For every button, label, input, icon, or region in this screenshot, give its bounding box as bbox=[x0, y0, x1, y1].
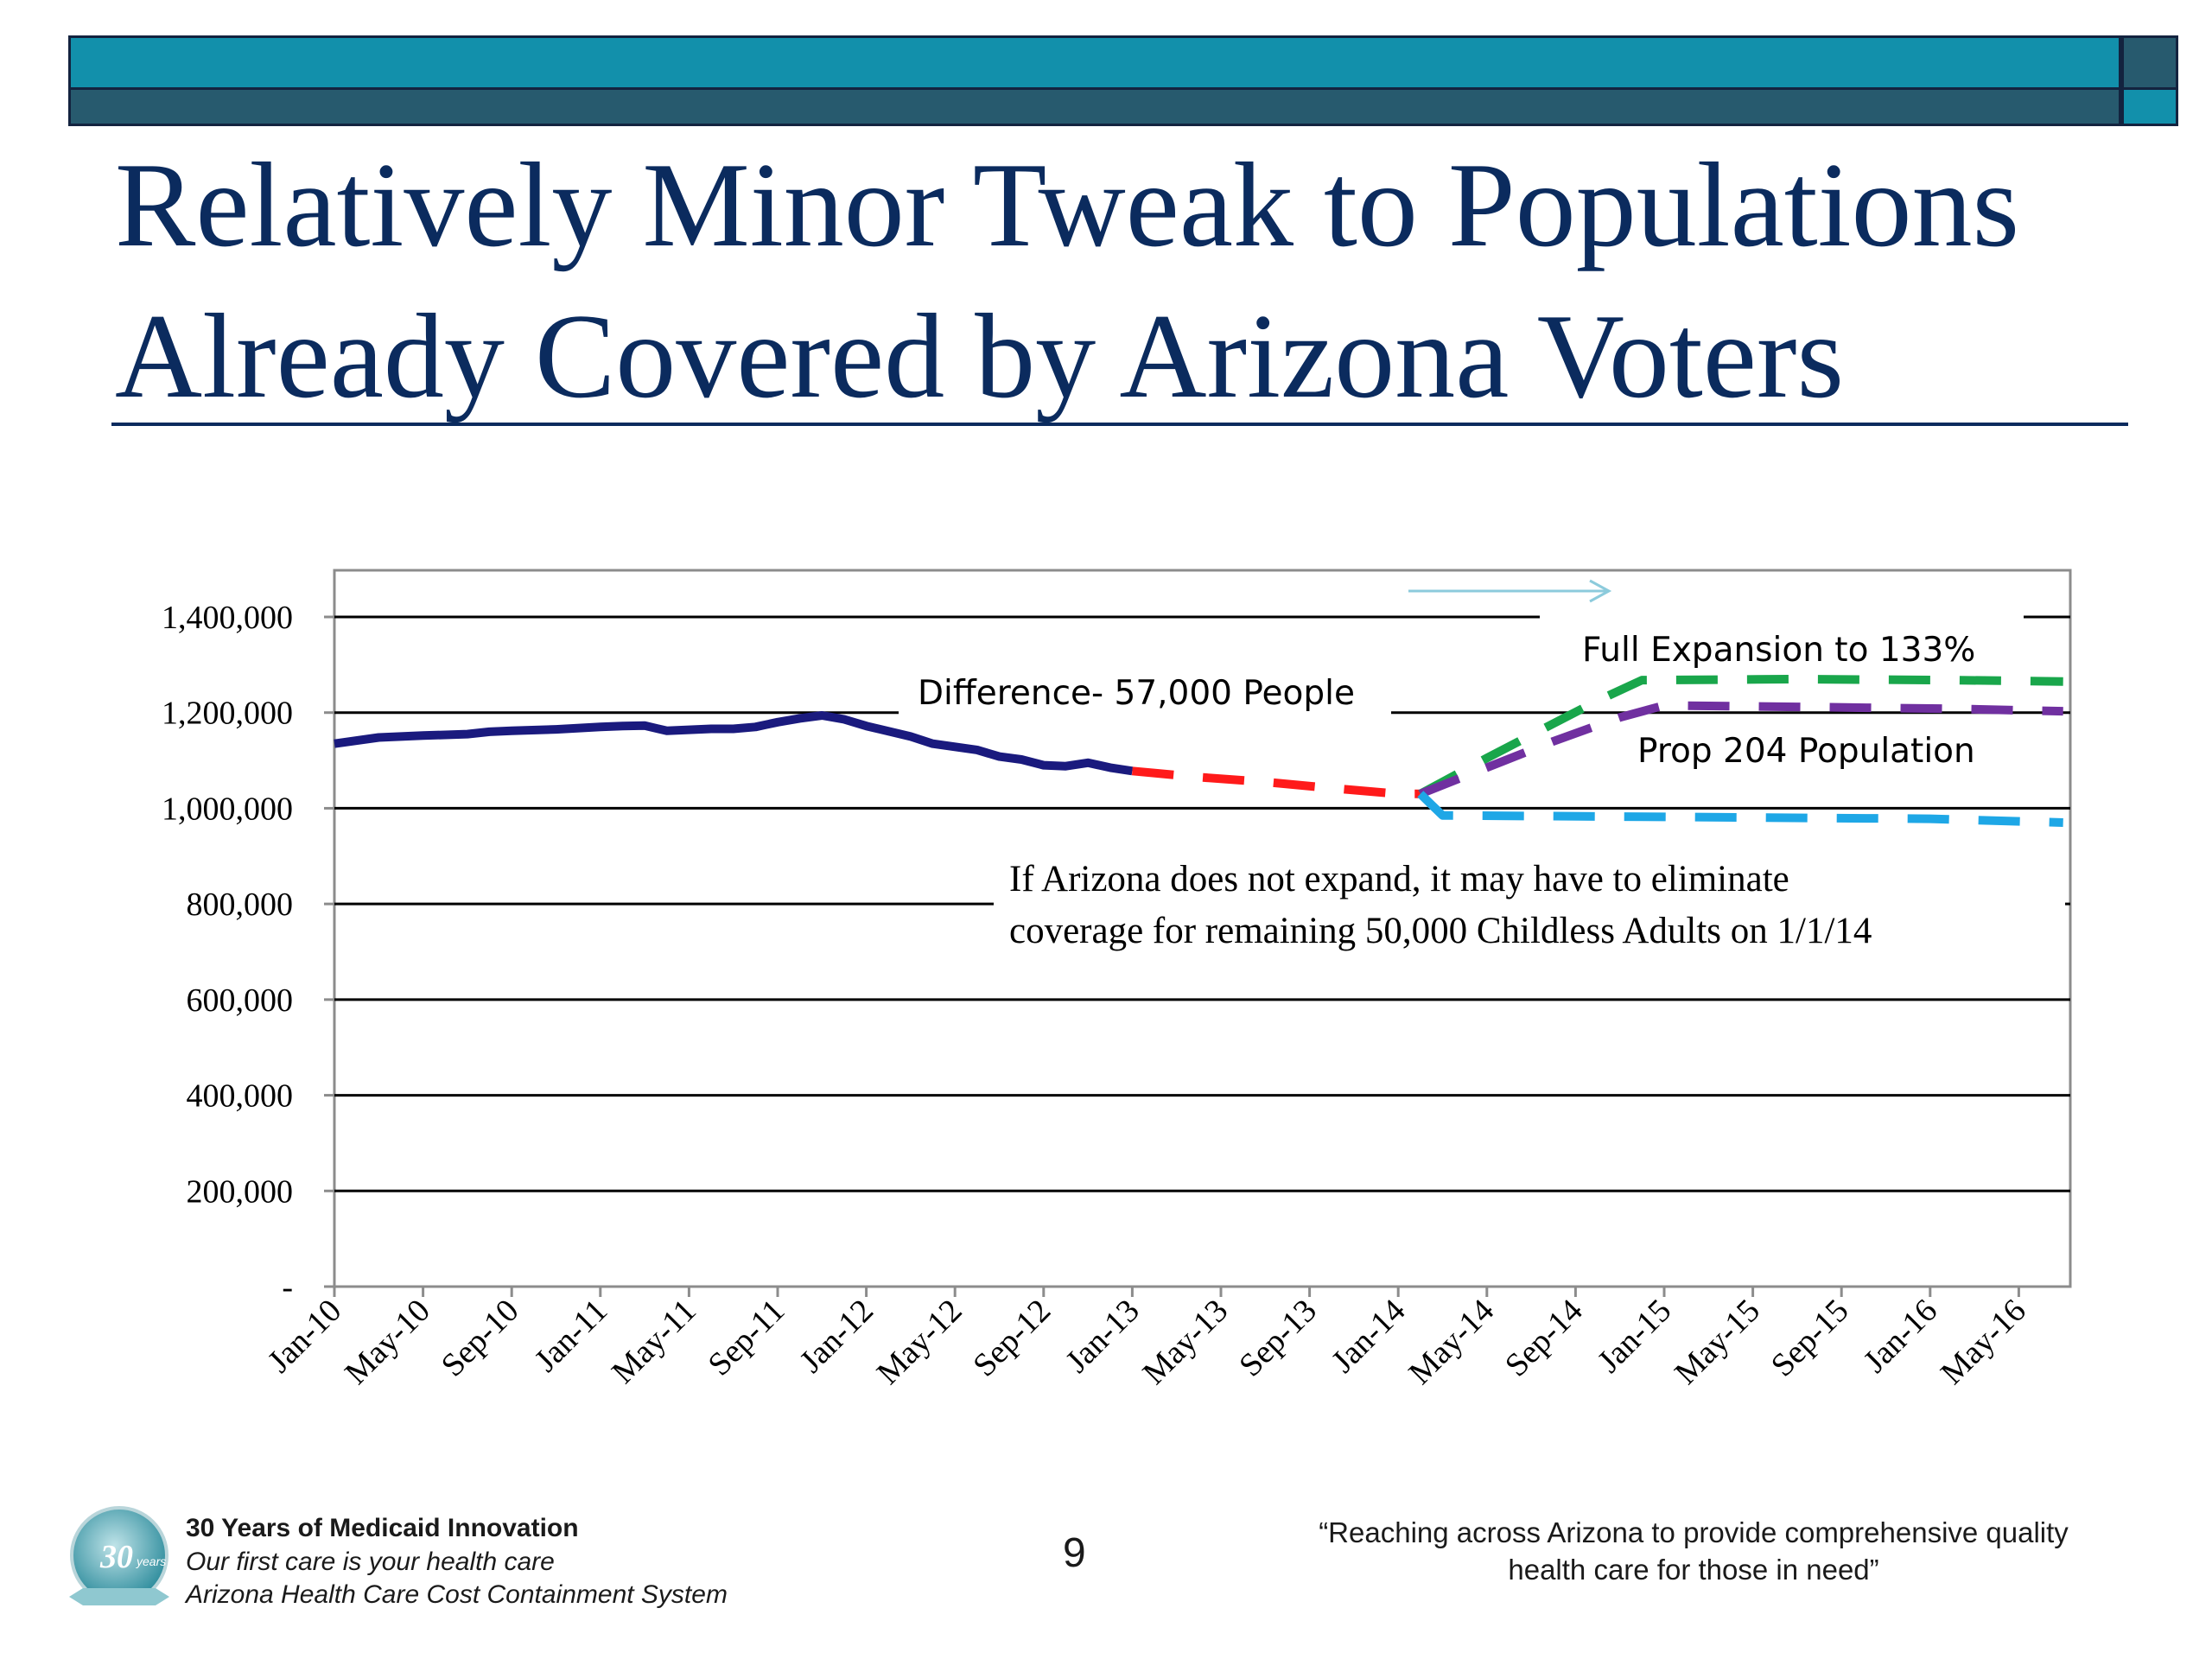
footer-quote: “Reaching across Arizona to provide comp… bbox=[1270, 1514, 2117, 1588]
x-tick-label: Jan-12 bbox=[793, 1293, 880, 1380]
x-tick-label: May-13 bbox=[1136, 1293, 1236, 1392]
x-tick-label: May-10 bbox=[338, 1293, 437, 1392]
annotation-prop-204: Prop 204 Population bbox=[1637, 732, 1975, 771]
title-line-2: Already Covered by Arizona Voters bbox=[115, 289, 1845, 423]
annotation-full-expansion: Full Expansion to 133% bbox=[1582, 631, 1975, 670]
header-corner-bottom bbox=[2121, 90, 2178, 126]
header-corner-top bbox=[2121, 35, 2178, 90]
x-tick-label: Sep-13 bbox=[1232, 1293, 1324, 1384]
annotation-no-expand-line-1: If Arizona does not expand, it may have … bbox=[1009, 859, 1789, 899]
series-layer bbox=[334, 675, 2063, 827]
x-tick-label: Jan-10 bbox=[261, 1293, 348, 1380]
x-tick-label: Sep-11 bbox=[702, 1293, 792, 1383]
series-line-5 bbox=[1417, 791, 2063, 827]
x-tick-label: May-15 bbox=[1668, 1293, 1767, 1392]
x-tick-label: May-12 bbox=[870, 1293, 969, 1392]
header-band-bottom bbox=[68, 90, 2121, 126]
y-tick-label: - bbox=[282, 1269, 293, 1306]
annotation-difference: Difference- 57,000 People bbox=[918, 674, 1355, 713]
annotation-background bbox=[994, 859, 2065, 963]
annotation-arrowhead bbox=[1589, 579, 1612, 603]
series-line-1 bbox=[334, 711, 1134, 776]
series-line-2 bbox=[1131, 766, 1421, 798]
annotation-background bbox=[899, 664, 1391, 724]
footer-org-name: Arizona Health Care Cost Containment Sys… bbox=[186, 1580, 728, 1609]
x-tick-label: Jan-11 bbox=[528, 1293, 614, 1379]
x-tick-label: May-16 bbox=[1934, 1293, 2033, 1392]
x-tick-label: Jan-15 bbox=[1591, 1293, 1678, 1380]
annotation-layer: Difference- 57,000 People Full Expansion … bbox=[918, 579, 1975, 951]
y-tick-label: 800,000 bbox=[187, 887, 294, 923]
series-line-3 bbox=[1418, 675, 2063, 798]
page-number: 9 bbox=[1063, 1530, 1086, 1576]
x-tick-label: Sep-10 bbox=[435, 1293, 526, 1384]
footer-quote-line-2: health care for those in need” bbox=[1508, 1554, 1879, 1586]
y-tick-label: 1,000,000 bbox=[162, 791, 293, 827]
x-tick-label: Sep-15 bbox=[1764, 1293, 1856, 1384]
x-tick-label: May-14 bbox=[1402, 1293, 1501, 1392]
title-line-1: Relatively Minor Tweak to Populations bbox=[115, 138, 2020, 272]
svg-text:years: years bbox=[136, 1554, 166, 1568]
medicaid-30-years-logo: 30 years bbox=[69, 1506, 169, 1605]
x-tick-label: Jan-14 bbox=[1325, 1293, 1412, 1380]
title-underline bbox=[111, 423, 2128, 426]
annotation-no-expand-line-2: coverage for remaining 50,000 Childless … bbox=[1009, 911, 1872, 951]
x-tick-label: May-11 bbox=[605, 1293, 703, 1391]
y-tick-label: 200,000 bbox=[187, 1173, 294, 1210]
footer-tagline: Our first care is your health care bbox=[186, 1548, 555, 1576]
x-tick-label: Sep-14 bbox=[1498, 1293, 1590, 1384]
x-tick-label: Jan-16 bbox=[1857, 1293, 1944, 1380]
y-tick-label: 600,000 bbox=[187, 982, 294, 1019]
grid-layer bbox=[333, 569, 2072, 1288]
annotation-background bbox=[1540, 605, 2024, 683]
header-band-top bbox=[68, 35, 2121, 90]
footer-quote-line-1: “Reaching across Arizona to provide comp… bbox=[1319, 1516, 2069, 1548]
y-tick-label: 400,000 bbox=[187, 1078, 294, 1115]
y-tick-label: 1,200,000 bbox=[162, 696, 293, 732]
y-tick-label: 1,400,000 bbox=[162, 600, 293, 636]
footer-org-bold: 30 Years of Medicaid Innovation bbox=[186, 1514, 579, 1542]
slide-title: Relatively Minor Tweak to Populations Al… bbox=[115, 130, 2102, 432]
x-tick-label: Jan-13 bbox=[1058, 1293, 1146, 1380]
series-line-4 bbox=[1418, 701, 2063, 798]
x-tick-label: Sep-12 bbox=[966, 1293, 1058, 1384]
svg-text:30: 30 bbox=[99, 1539, 133, 1575]
